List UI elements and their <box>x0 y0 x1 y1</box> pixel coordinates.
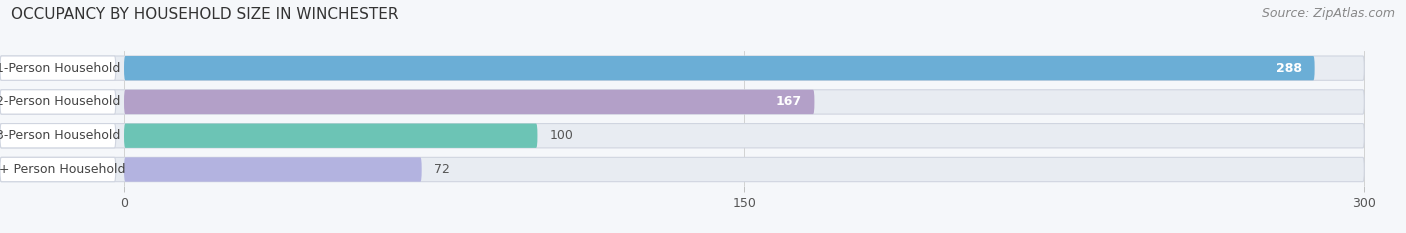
Text: 72: 72 <box>434 163 450 176</box>
FancyBboxPatch shape <box>0 123 115 148</box>
FancyBboxPatch shape <box>124 90 814 114</box>
FancyBboxPatch shape <box>0 90 1364 114</box>
FancyBboxPatch shape <box>0 123 1364 148</box>
Text: 167: 167 <box>776 96 801 108</box>
Text: OCCUPANCY BY HOUSEHOLD SIZE IN WINCHESTER: OCCUPANCY BY HOUSEHOLD SIZE IN WINCHESTE… <box>11 7 399 22</box>
FancyBboxPatch shape <box>0 90 115 114</box>
FancyBboxPatch shape <box>124 123 537 148</box>
FancyBboxPatch shape <box>0 157 1364 182</box>
FancyBboxPatch shape <box>0 157 115 182</box>
Text: Source: ZipAtlas.com: Source: ZipAtlas.com <box>1261 7 1395 20</box>
FancyBboxPatch shape <box>124 157 422 182</box>
FancyBboxPatch shape <box>0 56 1364 80</box>
Text: 288: 288 <box>1277 62 1302 75</box>
FancyBboxPatch shape <box>0 56 115 80</box>
Text: 4+ Person Household: 4+ Person Household <box>0 163 125 176</box>
Text: 100: 100 <box>550 129 574 142</box>
Text: 2-Person Household: 2-Person Household <box>0 96 120 108</box>
FancyBboxPatch shape <box>124 56 1315 80</box>
Text: 3-Person Household: 3-Person Household <box>0 129 120 142</box>
Text: 1-Person Household: 1-Person Household <box>0 62 120 75</box>
